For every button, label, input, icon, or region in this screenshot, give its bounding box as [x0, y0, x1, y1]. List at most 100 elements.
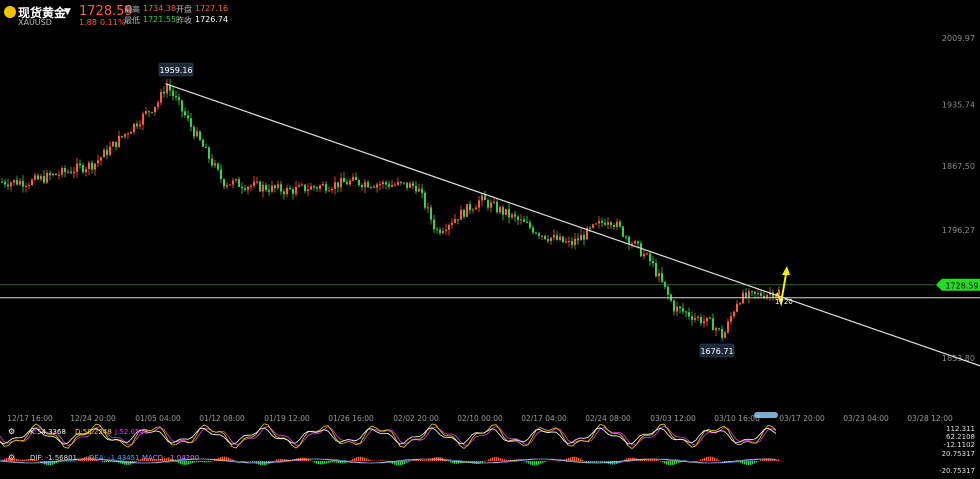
candle-body: [373, 186, 375, 188]
kdj-scale-label: 62.2108: [946, 433, 975, 441]
macd-bar: [32, 458, 34, 461]
candle-body: [199, 131, 201, 140]
macd-bar: [508, 459, 510, 461]
candle-body: [772, 292, 774, 298]
macd-bar: [538, 461, 540, 465]
macd-bar: [724, 461, 726, 462]
macd-bar: [190, 461, 192, 464]
candle-body: [334, 182, 336, 189]
candle-body: [271, 185, 273, 192]
kdj-j-value: J:52.0546: [114, 428, 149, 436]
macd-bar: [722, 461, 724, 462]
candle-body: [733, 311, 735, 317]
scroll-handle: [754, 412, 778, 418]
macd-bar: [756, 461, 758, 463]
macd-bar: [624, 459, 626, 461]
candle-body: [766, 294, 768, 299]
candle-body: [367, 182, 369, 188]
macd-bar: [370, 460, 372, 461]
macd-bar: [670, 461, 672, 466]
candle-body: [208, 147, 210, 159]
candle-body: [631, 243, 633, 245]
macd-bar: [410, 460, 412, 462]
candle-body: [193, 126, 195, 137]
candle-body: [40, 175, 42, 180]
instrument-title[interactable]: 现货黄金: [18, 6, 67, 20]
candle-body: [664, 281, 666, 287]
candle-body: [97, 160, 99, 164]
kdj-k-line: [0, 427, 777, 445]
macd-bar: [256, 461, 258, 464]
candle-body: [349, 180, 351, 185]
macd-bar: [578, 457, 580, 461]
candle-body: [652, 261, 654, 264]
prev-close-label: 昨收: [176, 16, 192, 25]
macd-bar: [308, 459, 310, 461]
candle-body: [610, 222, 612, 226]
candle-body: [634, 241, 636, 244]
chevron-down-icon[interactable]: ▼: [64, 7, 71, 17]
macd-bar: [762, 459, 764, 461]
macd-bar: [108, 461, 110, 463]
macd-bar: [212, 460, 214, 462]
macd-dea-line: [0, 458, 776, 464]
macd-bar: [398, 461, 400, 466]
candle-body: [427, 207, 429, 209]
macd-bar: [166, 458, 168, 461]
candle-body: [673, 300, 675, 312]
macd-bar: [694, 461, 696, 462]
candle-body: [46, 173, 48, 183]
macd-bar: [334, 461, 336, 463]
macd-bar: [502, 458, 504, 461]
candle-body: [628, 236, 630, 245]
macd-bar: [492, 457, 494, 461]
macd-bar: [378, 460, 380, 462]
candle-body: [244, 188, 246, 190]
candle-body: [586, 227, 588, 240]
candle-body: [235, 179, 237, 181]
candle-body: [109, 146, 111, 155]
macd-bar: [660, 461, 662, 462]
candle-body: [196, 131, 198, 137]
macd-bar: [54, 461, 56, 464]
candle-body: [142, 113, 144, 125]
candle-body: [337, 182, 339, 188]
candle-body: [481, 195, 483, 201]
macd-bar: [274, 460, 276, 462]
macd-bar: [586, 461, 588, 462]
candle-body: [406, 182, 408, 188]
macd-bar: [358, 456, 360, 461]
candle-body: [709, 317, 711, 319]
candle-body: [64, 167, 66, 173]
macd-bar: [542, 461, 544, 463]
macd-bar: [120, 461, 122, 464]
macd-bar: [626, 458, 628, 461]
macd-bar: [138, 460, 140, 461]
macd-bar: [680, 461, 682, 463]
low-tag-value: 1676.71: [700, 347, 733, 356]
macd-bar: [550, 460, 552, 462]
macd-bar: [596, 461, 598, 463]
candle-body: [754, 291, 756, 294]
macd-bar: [604, 461, 606, 463]
macd-bar: [510, 459, 512, 461]
open-label: 开盘: [176, 5, 192, 14]
macd-bar: [118, 461, 120, 463]
macd-bar: [394, 461, 396, 465]
macd-bar: [284, 459, 286, 461]
macd-bar: [750, 461, 752, 465]
candle-body: [736, 303, 738, 312]
candle-body: [319, 185, 321, 189]
candle-body: [61, 167, 63, 175]
macd-bar: [204, 461, 206, 463]
macd-bar: [572, 456, 574, 461]
macd-bar: [582, 459, 584, 461]
macd-bar: [210, 461, 212, 462]
time-axis-label: 01/26 16:00: [328, 414, 374, 423]
macd-bar: [554, 460, 556, 462]
candle-body: [430, 207, 432, 220]
macd-bar: [708, 456, 710, 461]
macd-bar: [766, 458, 768, 461]
macd-bar: [340, 461, 342, 464]
